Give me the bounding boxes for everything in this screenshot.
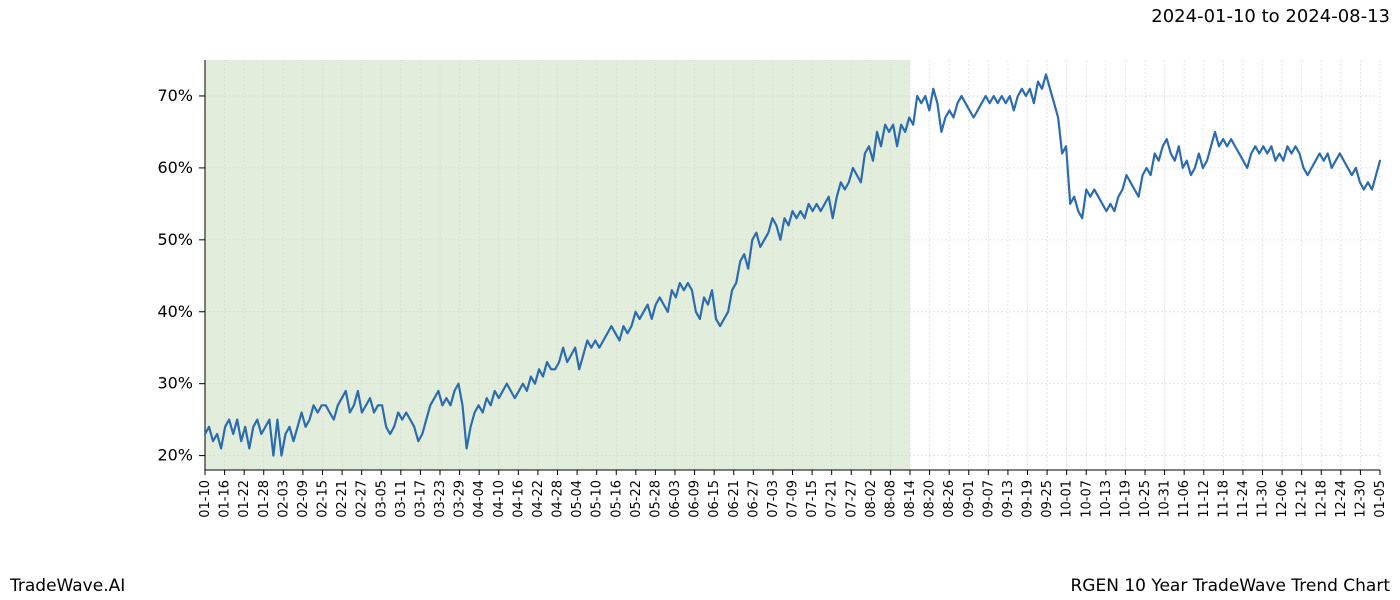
x-tick-label: 12-30 — [1353, 480, 1368, 518]
x-tick-label: 07-15 — [805, 480, 820, 518]
x-tick-label: 01-28 — [257, 480, 272, 518]
x-tick-label: 04-10 — [492, 480, 507, 518]
x-tick-label: 08-20 — [923, 480, 938, 518]
x-tick-label: 10-13 — [1099, 480, 1114, 518]
y-tick-label: 30% — [157, 374, 193, 393]
x-tick-label: 06-09 — [688, 480, 703, 518]
x-tick-label: 01-16 — [218, 480, 233, 518]
x-tick-label: 08-02 — [864, 480, 879, 518]
x-tick-label: 04-04 — [472, 480, 487, 518]
y-tick-label: 70% — [157, 86, 193, 105]
x-tick-label: 09-19 — [1021, 480, 1036, 518]
x-tick-label: 03-23 — [433, 480, 448, 518]
x-tick-label: 12-24 — [1334, 480, 1349, 518]
x-tick-label: 06-21 — [727, 480, 742, 518]
x-tick-label: 09-25 — [1040, 480, 1055, 518]
x-tick-label: 09-07 — [981, 480, 996, 518]
x-tick-label: 01-10 — [198, 480, 213, 518]
x-tick-label: 04-28 — [551, 480, 566, 518]
x-tick-label: 04-22 — [531, 480, 546, 518]
x-tick-label: 02-21 — [335, 480, 350, 518]
x-tick-label: 11-18 — [1216, 480, 1231, 518]
x-tick-label: 10-19 — [1118, 480, 1133, 518]
date-range: 2024-01-10 to 2024-08-13 — [1151, 6, 1390, 27]
trend-chart: 20% 30% 40% 50% 60% 70% 01-10 01-16 01-22 01-28 02… — [0, 0, 1400, 600]
x-tick-label: 05-10 — [590, 480, 605, 518]
x-tick-label: 09-01 — [962, 480, 977, 518]
y-tick-label: 50% — [157, 230, 193, 249]
x-tick-label: 12-06 — [1275, 480, 1290, 518]
x-tick-label: 03-29 — [453, 480, 468, 518]
x-tick-label: 05-28 — [648, 480, 663, 518]
x-tick-label: 07-21 — [825, 480, 840, 518]
x-tick-label: 06-15 — [707, 480, 722, 518]
x-tick-label: 09-13 — [1001, 480, 1016, 518]
chart-title: RGEN 10 Year TradeWave Trend Chart — [1070, 576, 1390, 596]
x-tick-label: 10-31 — [1158, 480, 1173, 518]
x-tick-label: 02-09 — [296, 480, 311, 518]
x-tick-label: 06-03 — [668, 480, 683, 518]
x-tick-label: 01-05 — [1373, 480, 1388, 518]
x-tick-label: 06-27 — [746, 480, 761, 518]
x-tick-label: 01-22 — [237, 480, 252, 518]
y-tick-label: 40% — [157, 302, 193, 321]
x-tick-label: 07-09 — [786, 480, 801, 518]
x-tick-label: 08-08 — [883, 480, 898, 518]
x-tick-label: 10-01 — [1060, 480, 1075, 518]
x-tick-label: 02-03 — [276, 480, 291, 518]
x-tick-label: 11-24 — [1236, 480, 1251, 518]
x-tick-label: 04-16 — [511, 480, 526, 518]
x-tick-label: 08-26 — [942, 480, 957, 518]
x-tick-label: 11-06 — [1177, 480, 1192, 518]
x-tick-label: 03-11 — [394, 480, 409, 518]
x-tick-label: 03-05 — [374, 480, 389, 518]
brand-label: TradeWave.AI — [10, 576, 125, 596]
x-tick-label: 12-12 — [1295, 480, 1310, 518]
x-tick-label: 10-07 — [1079, 480, 1094, 518]
x-tick-label: 05-16 — [609, 480, 624, 518]
y-tick-label: 20% — [157, 446, 193, 465]
x-tick-label: 03-17 — [413, 480, 428, 518]
x-tick-label: 07-03 — [766, 480, 781, 518]
x-tick-label: 05-22 — [629, 480, 644, 518]
x-tick-label: 08-14 — [903, 480, 918, 518]
x-tick-label: 07-27 — [844, 480, 859, 518]
x-tick-label: 05-04 — [570, 480, 585, 518]
x-tick-label: 02-27 — [355, 480, 370, 518]
x-tick-label: 11-12 — [1197, 480, 1212, 518]
x-tick-label: 02-15 — [316, 480, 331, 518]
x-tick-label: 10-25 — [1138, 480, 1153, 518]
x-tick-label: 11-30 — [1256, 480, 1271, 518]
y-tick-label: 60% — [157, 158, 193, 177]
x-tick-label: 12-18 — [1314, 480, 1329, 518]
